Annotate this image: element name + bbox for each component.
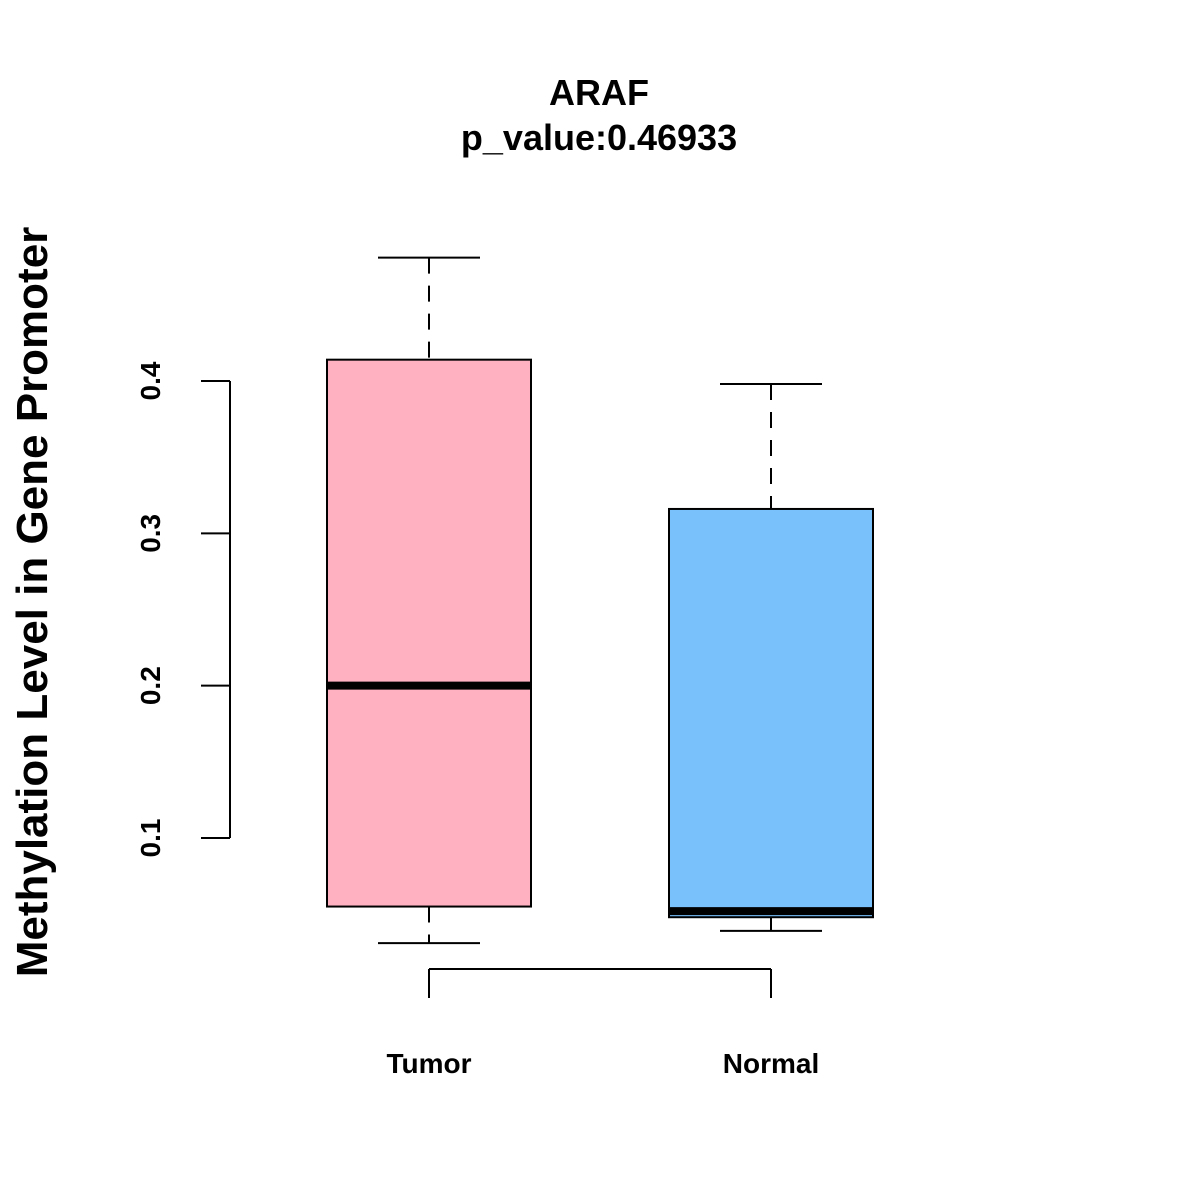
y-tick-label-0: 0.1 xyxy=(135,819,166,858)
chart-subtitle: p_value:0.46933 xyxy=(461,117,737,158)
x-tick-label-0: Tumor xyxy=(386,1048,471,1079)
y-axis-label: Methylation Level in Gene Promoter xyxy=(8,227,57,978)
normal-box xyxy=(668,507,874,919)
y-tick-label-2: 0.3 xyxy=(135,514,166,553)
chart-title: ARAF xyxy=(549,72,649,113)
plot-area: 0.1 0.2 0.3 0.4 Tumor Normal xyxy=(135,256,874,1079)
y-tick-label-3: 0.4 xyxy=(135,361,166,400)
x-tick-label-1: Normal xyxy=(723,1048,819,1079)
tumor-box xyxy=(326,358,532,908)
y-tick-label-1: 0.2 xyxy=(135,666,166,705)
